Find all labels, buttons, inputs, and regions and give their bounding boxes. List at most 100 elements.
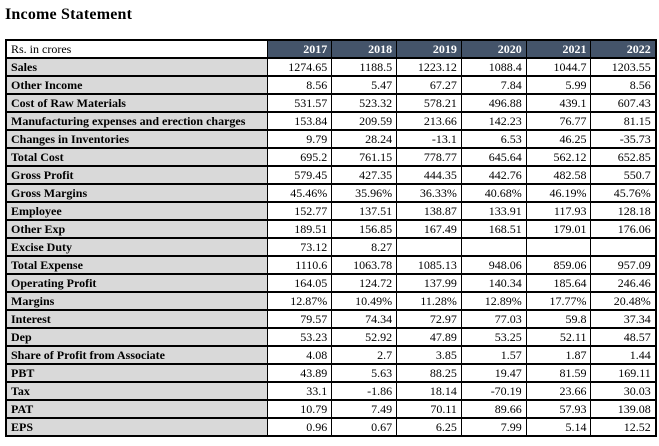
table-row: Excise Duty 73.12 8.27 [5,237,657,257]
value-cell: 79.57 [266,309,333,329]
page-title: Income Statement [5,6,133,23]
value-cell: 137.99 [396,273,462,293]
value-cell: 778.77 [396,147,462,167]
value-cell: 45.46% [266,183,333,203]
value-cell: 117.93 [525,201,592,221]
value-cell: 444.35 [396,165,462,185]
year-header: 2021 [525,39,592,59]
row-label: Gross Profit [5,165,268,185]
row-label: EPS [5,417,268,437]
table-row: PAT 10.79 7.49 70.11 89.66 57.93 139.08 [5,399,657,419]
value-cell: 957.09 [590,255,657,275]
value-cell: 562.12 [525,147,592,167]
row-label: Sales [5,57,268,77]
value-cell: 11.28% [396,291,462,311]
value-cell: 179.01 [525,219,592,239]
value-cell: 482.58 [525,165,592,185]
table-row: Margins 12.87% 10.49% 11.28% 12.89% 17.77% 20.… [5,291,657,311]
value-cell: 46.19% [525,183,592,203]
value-cell: 1085.13 [396,255,462,275]
value-cell: 645.64 [460,147,527,167]
value-cell: 168.51 [460,219,527,239]
value-cell: 81.59 [525,363,592,383]
value-cell: 579.45 [266,165,333,185]
value-cell [590,237,657,257]
value-cell: 128.18 [590,201,657,221]
value-cell: 53.25 [460,327,527,347]
value-cell: 1063.78 [331,255,398,275]
row-label: PBT [5,363,268,383]
value-cell: 5.14 [525,417,592,437]
value-cell: 12.89% [460,291,527,311]
table-row: Employee 152.77 137.51 138.87 133.91 117.93 12… [5,201,657,221]
row-label: Margins [5,291,268,311]
value-cell: 1274.65 [266,57,333,77]
row-label: Share of Profit from Associate [5,345,268,365]
table-row: PBT 43.89 5.63 88.25 19.47 81.59 169.11 [5,363,657,383]
value-cell: 23.66 [525,381,592,401]
value-cell: 72.97 [396,309,462,329]
value-cell: 81.15 [590,111,657,131]
table-row: Share of Profit from Associate 4.08 2.7 3.8… [5,345,657,365]
unit-label: Rs. in crores [5,39,268,59]
row-label: Changes in Inventories [5,129,268,149]
table-row: Total Cost 695.2 761.15 778.77 645.64 562.12 6… [5,147,657,167]
value-cell: 73.12 [266,237,333,257]
value-cell: 427.35 [331,165,398,185]
table-row: Operating Profit 164.05 124.72 137.99 140.34… [5,273,657,293]
value-cell: 74.34 [331,309,398,329]
value-cell: 45.76% [590,183,657,203]
value-cell: 1.87 [525,345,592,365]
value-cell: 52.92 [331,327,398,347]
year-header: 2020 [460,39,527,59]
value-cell: 30.03 [590,381,657,401]
value-cell: 439.1 [525,93,592,113]
value-cell: 8.27 [331,237,398,257]
year-header: 2018 [331,39,398,59]
value-cell: 36.33% [396,183,462,203]
row-label: Employee [5,201,268,221]
value-cell: 53.23 [266,327,333,347]
value-cell: 142.23 [460,111,527,131]
value-cell: 1088.4 [460,57,527,77]
value-cell: -1.86 [331,381,398,401]
value-cell: 89.66 [460,399,527,419]
value-cell: 1.44 [590,345,657,365]
value-cell: 1223.12 [396,57,462,77]
value-cell: 442.76 [460,165,527,185]
year-header: 2017 [266,39,333,59]
value-cell: 20.48% [590,291,657,311]
row-label: Total Expense [5,255,268,275]
table-body: Sales 1274.65 1188.5 1223.12 1088.4 1044.7 120… [5,57,657,437]
value-cell: 189.51 [266,219,333,239]
value-cell: 164.05 [266,273,333,293]
value-cell: 1044.7 [525,57,592,77]
row-label: Tax [5,381,268,401]
value-cell: 578.21 [396,93,462,113]
value-cell: 37.34 [590,309,657,329]
value-cell: 19.47 [460,363,527,383]
value-cell: -35.73 [590,129,657,149]
row-label: Interest [5,309,268,329]
value-cell: 28.24 [331,129,398,149]
value-cell: 137.51 [331,201,398,221]
value-cell: 59.8 [525,309,592,329]
value-cell: 652.85 [590,147,657,167]
value-cell: 12.52 [590,417,657,437]
table-row: Cost of Raw Materials 531.57 523.32 578.21 4… [5,93,657,113]
value-cell: 1203.55 [590,57,657,77]
value-cell: 18.14 [396,381,462,401]
value-cell: 185.64 [525,273,592,293]
value-cell: 140.34 [460,273,527,293]
value-cell: -13.1 [396,129,462,149]
value-cell [460,237,527,257]
value-cell: 40.68% [460,183,527,203]
value-cell: 46.25 [525,129,592,149]
value-cell: 7.99 [460,417,527,437]
value-cell: 7.84 [460,75,527,95]
value-cell: 10.49% [331,291,398,311]
value-cell: 0.96 [266,417,333,437]
table-row: Changes in Inventories 9.79 28.24 -13.1 6.53… [5,129,657,149]
value-cell: 77.03 [460,309,527,329]
value-cell: 5.47 [331,75,398,95]
